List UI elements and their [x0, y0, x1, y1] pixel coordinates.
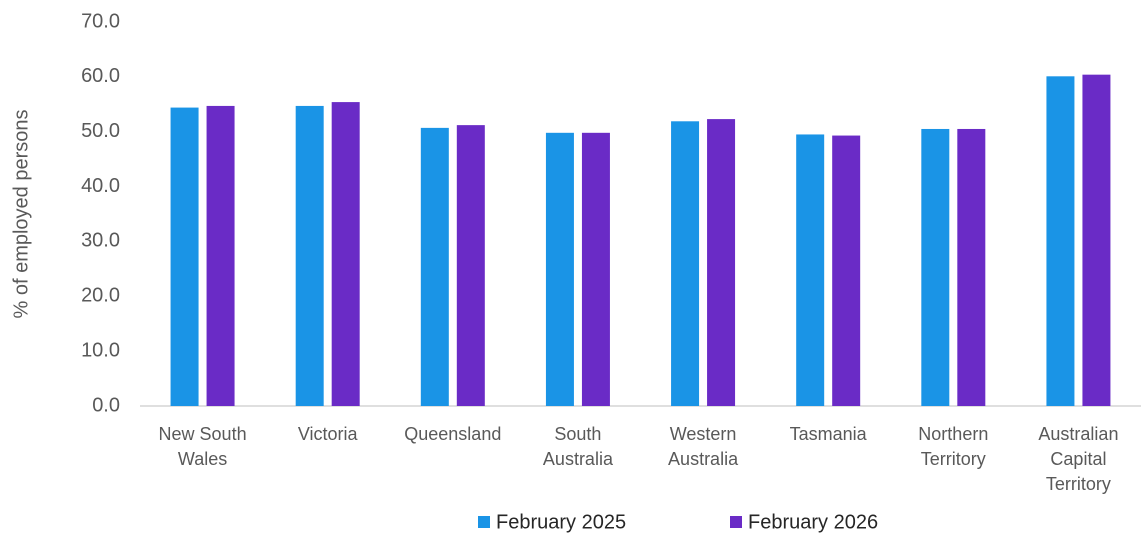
x-tick-label-line: Australia: [668, 449, 739, 469]
x-tick-label-line: South: [554, 424, 601, 444]
bar: [957, 128, 986, 406]
y-tick-label: 70.0: [81, 10, 120, 32]
bar: [206, 105, 235, 406]
x-tick-label-line: Northern: [918, 424, 988, 444]
bar: [1082, 74, 1111, 407]
bar: [331, 102, 360, 406]
bar: [295, 105, 324, 406]
bar: [1046, 76, 1075, 407]
x-tick-label: Victoria: [298, 424, 359, 444]
x-tick-label-line: Tasmania: [790, 424, 868, 444]
x-tick-label-line: Victoria: [298, 424, 359, 444]
legend-label: February 2025: [496, 511, 626, 533]
bar: [170, 107, 199, 406]
bar: [420, 127, 449, 407]
x-tick-label-line: Australia: [543, 449, 614, 469]
x-tick-label: Northern Territory: [918, 424, 988, 469]
legend-swatch: [478, 516, 490, 528]
x-tick-label: Western Australia: [668, 424, 739, 469]
x-tick-label-line: Western: [670, 424, 737, 444]
x-tick-label-line: New South: [159, 424, 247, 444]
bar: [671, 121, 700, 406]
y-tick-label: 10.0: [81, 339, 120, 361]
x-tick-label: South Australia: [543, 424, 614, 469]
x-tick-label-line: Territory: [921, 449, 986, 469]
bar: [832, 135, 861, 406]
y-tick-label: 30.0: [81, 230, 120, 252]
x-tick-label: Australian Capital Territory: [1038, 424, 1118, 494]
bar: [545, 132, 574, 406]
x-tick-label: Tasmania: [790, 424, 868, 444]
x-tick-label-line: Australian: [1038, 424, 1118, 444]
y-tick-label: 50.0: [81, 120, 120, 142]
bar: [796, 134, 825, 406]
legend-swatch: [730, 516, 742, 528]
x-tick-label-line: Territory: [1046, 474, 1111, 494]
x-tick-label-line: Queensland: [404, 424, 501, 444]
bar: [456, 125, 485, 406]
y-tick-label: 0.0: [92, 394, 120, 416]
bar: [707, 119, 736, 407]
x-tick-label-line: Capital: [1050, 449, 1106, 469]
legend-label: February 2026: [748, 511, 878, 533]
y-tick-label: 40.0: [81, 175, 120, 197]
x-tick-label: New South Wales: [159, 424, 247, 469]
x-tick-label: Queensland: [404, 424, 501, 444]
y-axis-label: % of employed persons: [10, 109, 32, 318]
y-tick-label: 60.0: [81, 65, 120, 87]
bar: [921, 128, 950, 406]
y-tick-label: 20.0: [81, 285, 120, 307]
bar: [581, 132, 610, 406]
x-tick-label-line: Wales: [178, 449, 227, 469]
